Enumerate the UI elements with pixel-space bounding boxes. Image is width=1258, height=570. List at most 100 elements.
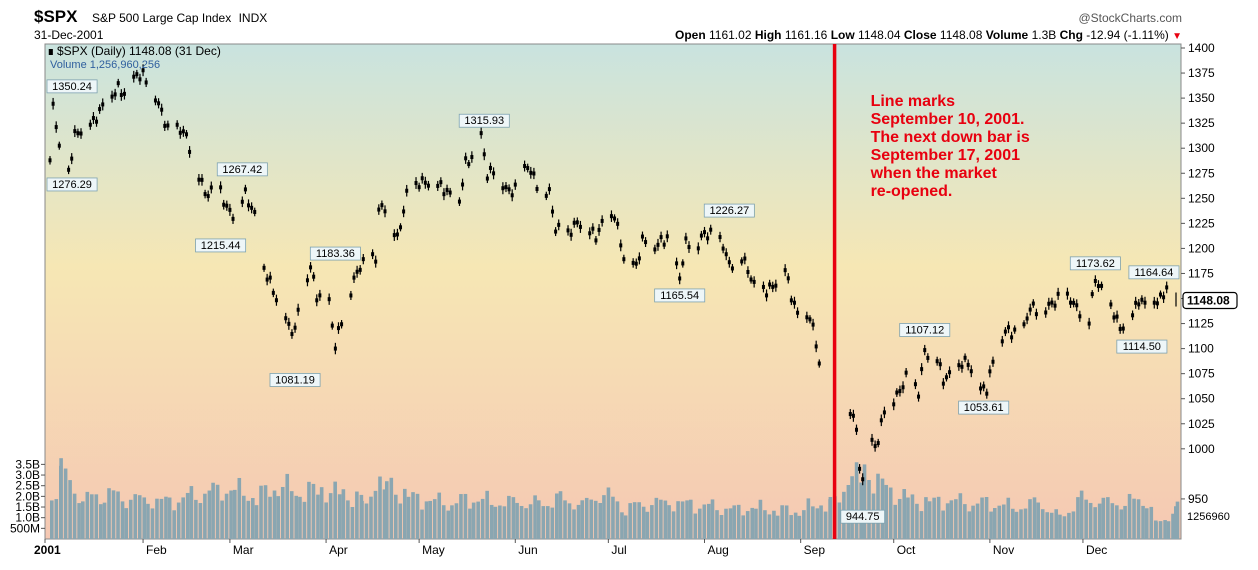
price-bar-body	[315, 298, 319, 303]
price-bar-body	[619, 243, 623, 248]
annotation-text: Line marks September 10, 2001. The next do…	[870, 93, 1030, 200]
price-bar-body	[904, 370, 908, 375]
volume-bar	[415, 493, 420, 539]
volume-bar	[493, 506, 498, 539]
volume-tick-label: 500M	[10, 521, 40, 535]
y-tick-label: 1375	[1188, 66, 1215, 80]
ohlc-summary: Open 1161.02 High 1161.16 Low 1148.04 Cl…	[675, 28, 1182, 42]
volume-bar	[693, 513, 698, 539]
volume-bar	[667, 505, 671, 539]
price-bar-body	[578, 224, 582, 229]
price-bar-body	[768, 282, 772, 287]
price-bar-body	[786, 276, 790, 281]
price-bar-body	[808, 317, 812, 322]
price-bar-body	[979, 386, 983, 391]
change-label: Chg	[1059, 28, 1083, 42]
value-label-box	[654, 288, 706, 303]
price-bar-body	[225, 203, 229, 208]
volume-bar	[741, 515, 746, 539]
volume-bar	[90, 494, 94, 539]
volume-bar	[1119, 509, 1124, 539]
price-bar-body	[718, 235, 722, 240]
price-bar-body	[436, 183, 440, 188]
y-tick-label: 1175	[1188, 266, 1214, 280]
y-tick-label: 1075	[1188, 367, 1215, 381]
price-bar-body	[1093, 278, 1097, 283]
price-bar-body	[1100, 283, 1104, 288]
volume-bar	[710, 499, 715, 539]
value-label: 1183.36	[316, 248, 355, 260]
volume-bar	[1097, 503, 1102, 539]
down-arrow-icon: ▼	[1172, 31, 1182, 42]
volume-bar	[133, 494, 138, 539]
volume-bar	[54, 499, 59, 539]
volume-bar	[598, 503, 603, 539]
price-bar-body	[340, 322, 344, 327]
price-bar-body	[1134, 300, 1138, 305]
volume-bar	[876, 473, 880, 539]
volume-bar	[1067, 512, 1071, 539]
volume-bar	[697, 508, 702, 539]
volume-bar	[446, 510, 451, 539]
volume-bar	[150, 508, 155, 539]
volume-bar	[459, 494, 463, 539]
price-bar-body	[95, 119, 99, 124]
volume-bar	[285, 473, 290, 539]
price-bar-body	[873, 444, 877, 449]
volume-bar	[1040, 509, 1045, 539]
volume-bar	[59, 458, 63, 539]
price-bar-body	[640, 234, 644, 239]
low-value: 1148.04	[858, 28, 901, 42]
price-bar-body	[814, 344, 818, 349]
price-bar-body	[1050, 300, 1054, 305]
price-bar-body	[113, 92, 117, 97]
volume-bar	[558, 491, 563, 539]
price-bar-body	[988, 369, 992, 374]
volume-bar	[745, 511, 750, 539]
volume-bar	[471, 502, 476, 539]
price-bar-body	[402, 209, 406, 214]
volume-bar	[1032, 497, 1037, 539]
volume-tick-label: 1.0B	[15, 511, 40, 525]
volume-bar	[719, 515, 724, 539]
price-bar-body	[1112, 315, 1116, 320]
price-bar-body	[296, 307, 300, 312]
volume-bar	[623, 515, 628, 539]
volume-bar	[164, 496, 168, 539]
price-bar-body	[792, 300, 796, 305]
price-bar-body	[1056, 291, 1060, 296]
volume-bar	[181, 497, 185, 539]
volume-bar	[1158, 521, 1163, 539]
volume-bar	[1127, 493, 1132, 539]
price-bar-body	[855, 427, 859, 432]
price-bar-body	[771, 284, 775, 289]
volume-bar	[1049, 512, 1054, 539]
price-bar-body	[1087, 321, 1091, 326]
volume-bar	[997, 505, 1002, 539]
price-bar-body	[783, 268, 787, 273]
volume-bar	[537, 500, 541, 539]
volume-bar	[945, 503, 950, 539]
price-bar-body	[352, 275, 356, 280]
price-bar-body	[917, 394, 921, 399]
volume-bar	[902, 489, 907, 539]
x-tick-label: Mar	[233, 543, 254, 557]
price-bar-body	[944, 375, 948, 380]
volume-bar	[789, 515, 793, 539]
chart-date: 31-Dec-2001	[34, 28, 104, 42]
price-series	[48, 64, 1177, 486]
price-bar-body	[740, 259, 744, 264]
volume-bar	[142, 497, 147, 539]
value-label-box	[195, 238, 247, 253]
price-bar-body	[941, 381, 945, 386]
value-label-box	[309, 246, 361, 261]
volume-bar	[94, 494, 99, 539]
volume-bar	[797, 515, 802, 539]
volume-bar	[1028, 499, 1032, 539]
price-bar-body	[1155, 301, 1159, 306]
volume-bar	[382, 489, 387, 539]
price-bar-body	[1075, 303, 1079, 308]
volume-bar	[989, 511, 993, 539]
price-bar-body	[457, 199, 461, 204]
price-bar-body	[746, 269, 750, 275]
